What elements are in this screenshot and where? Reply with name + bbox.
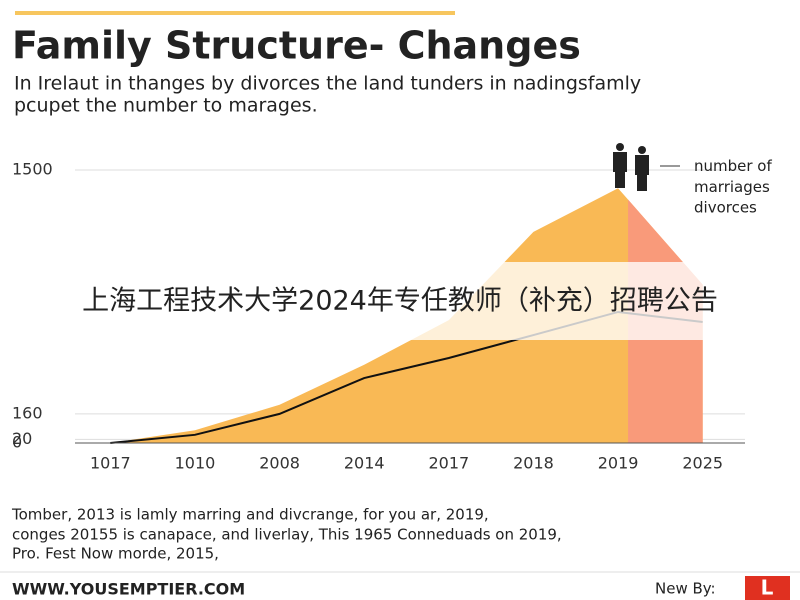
footer-url: WWW.YOUSEMPTIER.COM xyxy=(12,580,245,599)
x-tick-label: 2018 xyxy=(513,454,554,473)
note: conges 20155 is canapace, and liverlay, … xyxy=(12,526,562,544)
chart-title: Family Structure- Changes xyxy=(12,24,581,68)
area xyxy=(110,188,703,443)
legend-icon xyxy=(637,175,647,191)
legend-icon xyxy=(638,146,646,154)
x-tick-label: 2014 xyxy=(344,454,385,473)
x-tick-label: 2025 xyxy=(682,454,723,473)
x-tick-label: 1010 xyxy=(175,454,216,473)
legend-icon xyxy=(635,155,649,175)
legend: number of marriages divorces xyxy=(613,143,772,217)
x-tick-label: 2019 xyxy=(598,454,639,473)
y-tick-label: 1500 xyxy=(12,160,53,179)
footer-by: New By: xyxy=(655,580,716,598)
logo-box xyxy=(745,576,790,600)
y-tick-label: 20 xyxy=(12,429,32,448)
x-tick-label: 1017 xyxy=(90,454,131,473)
x-tick-label: 2017 xyxy=(428,454,469,473)
legend-label: divorces xyxy=(694,199,757,217)
banner-band xyxy=(0,262,800,340)
subtitle: In Irelaut in thanges by divorces the la… xyxy=(14,73,641,95)
banner-text: 上海工程技术大学2024年专任教师（补充）招聘公告 xyxy=(82,286,718,317)
legend-icon xyxy=(615,172,625,188)
legend-icon xyxy=(616,143,624,151)
subtitle: pcupet the number to marages. xyxy=(14,95,318,117)
x-tick-label: 2008 xyxy=(259,454,300,473)
note: Pro. Fest Now morde, 2015, xyxy=(12,545,219,563)
y-tick-label: 160 xyxy=(12,403,43,422)
y-tick-label: 0 xyxy=(12,433,22,452)
legend-line: marriages xyxy=(694,178,770,196)
note: Tomber, 2013 is lamly marring and divcra… xyxy=(11,506,489,524)
legend-line: number of xyxy=(694,157,772,175)
legend-icon xyxy=(613,152,627,172)
logo: L xyxy=(761,576,774,600)
legend-label: number of marriages xyxy=(694,157,772,196)
